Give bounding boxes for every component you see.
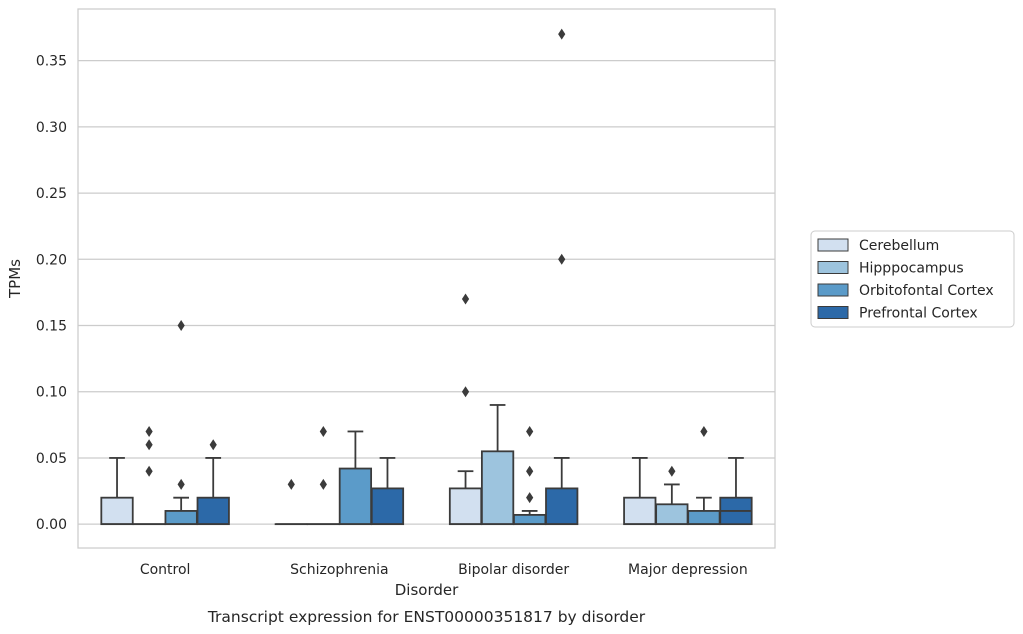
legend-swatch-orbitofontal-cortex <box>817 283 849 297</box>
legend-label-prefrontal-cortex: Prefrontal Cortex <box>859 306 978 322</box>
y-tick-label: 0.30 <box>36 120 67 136</box>
box-body <box>100 496 134 526</box>
outlier-point <box>461 293 470 305</box>
box-bipolar-disorder-orbitofontal-cortex <box>513 425 547 526</box>
box-body <box>513 513 547 526</box>
box-schizophrenia-cerebellum <box>274 478 308 526</box>
box-body <box>655 503 689 526</box>
box-bipolar-disorder-cerebellum <box>448 293 483 526</box>
x-axis-label: Disorder <box>395 581 459 599</box>
x-tick-labels: Control Schizophrenia Bipolar disorder Majo… <box>140 562 748 578</box>
y-tick-label: 0.00 <box>36 517 67 533</box>
box-bipolar-disorder-hipppocampus <box>480 404 515 526</box>
y-tick-label: 0.35 <box>36 54 67 70</box>
legend-swatch-hipppocampus <box>817 261 849 274</box>
box-control-prefrontal-cortex <box>196 439 230 526</box>
outlier-point <box>145 465 153 477</box>
y-tick-label: 0.05 <box>36 451 67 467</box>
y-tick-label: 0.10 <box>36 385 67 401</box>
box-body <box>448 487 483 526</box>
outlier-point <box>287 478 295 490</box>
outlier-point <box>209 439 217 451</box>
box-control-orbitofontal-cortex <box>164 320 198 526</box>
box-schizophrenia-prefrontal-cortex <box>370 457 405 526</box>
box-bipolar-disorder-prefrontal-cortex <box>545 28 579 526</box>
outlier-point <box>526 425 534 437</box>
y-tick-labels: 0.00 0.05 0.10 0.15 0.20 0.25 0.30 0.35 <box>36 54 67 534</box>
outlier-point <box>558 253 566 265</box>
legend-label-cerebellum: Cerebellum <box>859 238 939 254</box>
box-body <box>480 450 515 526</box>
box-body <box>545 487 579 526</box>
x-tick-label-schizophrenia: Schizophrenia <box>290 562 388 578</box>
box-body <box>623 496 657 526</box>
outlier-point <box>558 28 566 40</box>
outlier-point <box>319 425 327 437</box>
legend-label-orbitofontal-cortex: Orbitofontal Cortex <box>859 283 994 299</box>
legend-swatch-prefrontal-cortex <box>817 306 849 319</box>
legend-label-hipppocampus: Hipppocampus <box>859 261 964 277</box>
legend: Cerebellum Hipppocampus Orbitofontal Corte… <box>810 230 1015 328</box>
outlier-point <box>177 478 185 490</box>
outlier-point <box>526 465 534 477</box>
y-axis-label: TPMs <box>6 259 24 299</box>
outlier-point <box>668 465 676 477</box>
outlier-point <box>145 439 153 451</box>
box-control-cerebellum <box>100 457 134 526</box>
box-schizophrenia-orbitofontal-cortex <box>338 430 373 526</box>
box-major-depression-cerebellum <box>623 457 657 526</box>
gridlines <box>78 60 775 525</box>
x-tick-label-control: Control <box>140 562 191 578</box>
box-major-depression-hipppocampus <box>655 465 689 526</box>
box-layer <box>100 28 753 526</box>
box-body <box>196 496 230 526</box>
box-body <box>370 487 405 526</box>
legend-swatch-cerebellum <box>817 238 849 252</box>
box-schizophrenia-hipppocampus <box>306 425 340 526</box>
figure-caption: Transcript expression for ENST0000035181… <box>207 608 646 626</box>
outlier-point <box>526 492 534 504</box>
box-body <box>687 510 721 526</box>
outlier-point <box>177 320 185 332</box>
box-major-depression-orbitofontal-cortex <box>687 425 721 526</box>
x-tick-label-bipolar-disorder: Bipolar disorder <box>458 562 569 578</box>
plot-frame <box>77 8 776 549</box>
legend-frame <box>810 230 1015 328</box>
outlier-point <box>461 386 470 398</box>
y-tick-label: 0.20 <box>36 252 67 268</box>
outlier-point <box>319 478 327 490</box>
box-control-hipppocampus <box>132 425 166 526</box>
y-tick-label: 0.25 <box>36 186 67 202</box>
y-tick-label: 0.15 <box>36 319 67 335</box>
outlier-point <box>145 425 153 437</box>
box-body <box>164 510 198 526</box>
box-major-depression-prefrontal-cortex <box>719 457 753 526</box>
x-tick-label-major-depression: Major depression <box>628 562 748 578</box>
box-body <box>338 467 373 526</box>
outlier-point <box>700 425 708 437</box>
